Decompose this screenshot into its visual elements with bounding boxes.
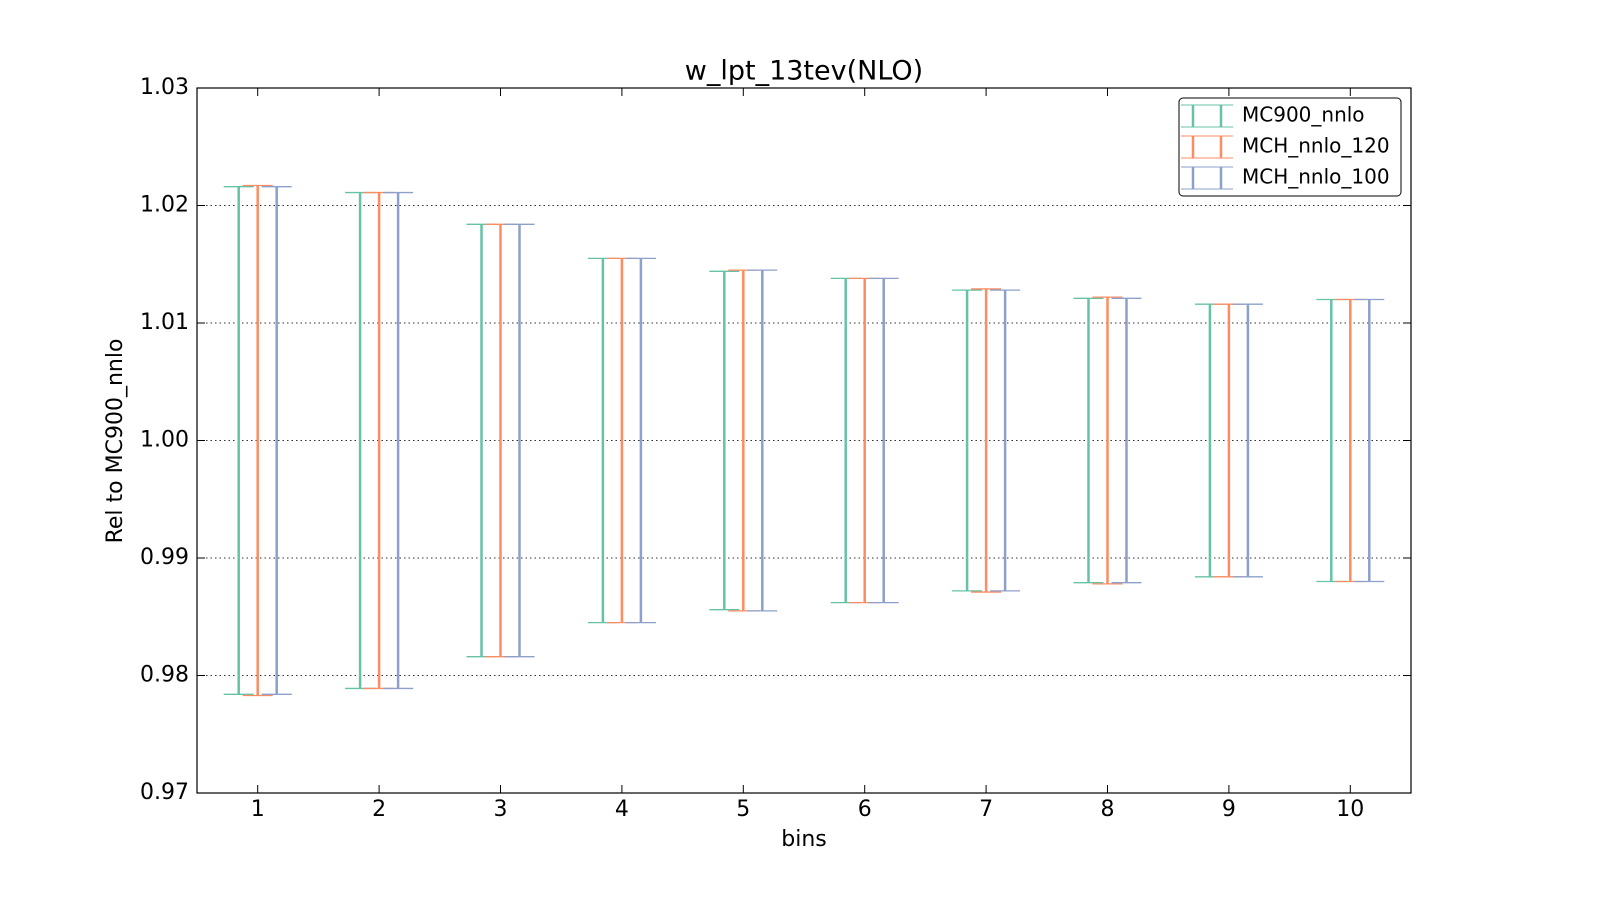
legend-label: MC900_nnlo: [1242, 103, 1365, 127]
x-tick-label: 4: [615, 797, 629, 822]
chart-title: w_lpt_13tev(NLO): [685, 56, 923, 87]
y-tick-label: 1.00: [140, 428, 189, 453]
x-axis-label: bins: [781, 827, 826, 852]
x-tick-label: 1: [251, 797, 265, 822]
x-tick-label: 6: [858, 797, 872, 822]
legend-label: MCH_nnlo_120: [1242, 134, 1390, 158]
legend-label: MCH_nnlo_100: [1242, 165, 1390, 189]
plot-frame: [196, 87, 1412, 794]
x-tick-label: 2: [372, 797, 386, 822]
x-tick-label: 8: [1101, 797, 1115, 822]
x-tick-label: 9: [1222, 797, 1236, 822]
y-tick-label: 1.03: [140, 75, 189, 100]
y-axis-label: Rel to MC900_nnlo: [103, 339, 128, 544]
y-tick-label: 1.01: [140, 310, 189, 335]
x-tick-label: 10: [1336, 797, 1364, 822]
y-tick-label: 1.02: [140, 193, 189, 218]
x-tick-label: 7: [979, 797, 993, 822]
x-tick-label: 5: [736, 797, 750, 822]
y-tick-label: 0.97: [140, 780, 189, 805]
x-tick-label: 3: [494, 797, 508, 822]
legend: MC900_nnlo MCH_nnlo_120 MCH_nnlo_100: [1178, 97, 1402, 197]
y-tick-label: 0.99: [140, 545, 189, 570]
legend-box: [1178, 97, 1402, 197]
y-tick-label: 0.98: [140, 663, 189, 688]
